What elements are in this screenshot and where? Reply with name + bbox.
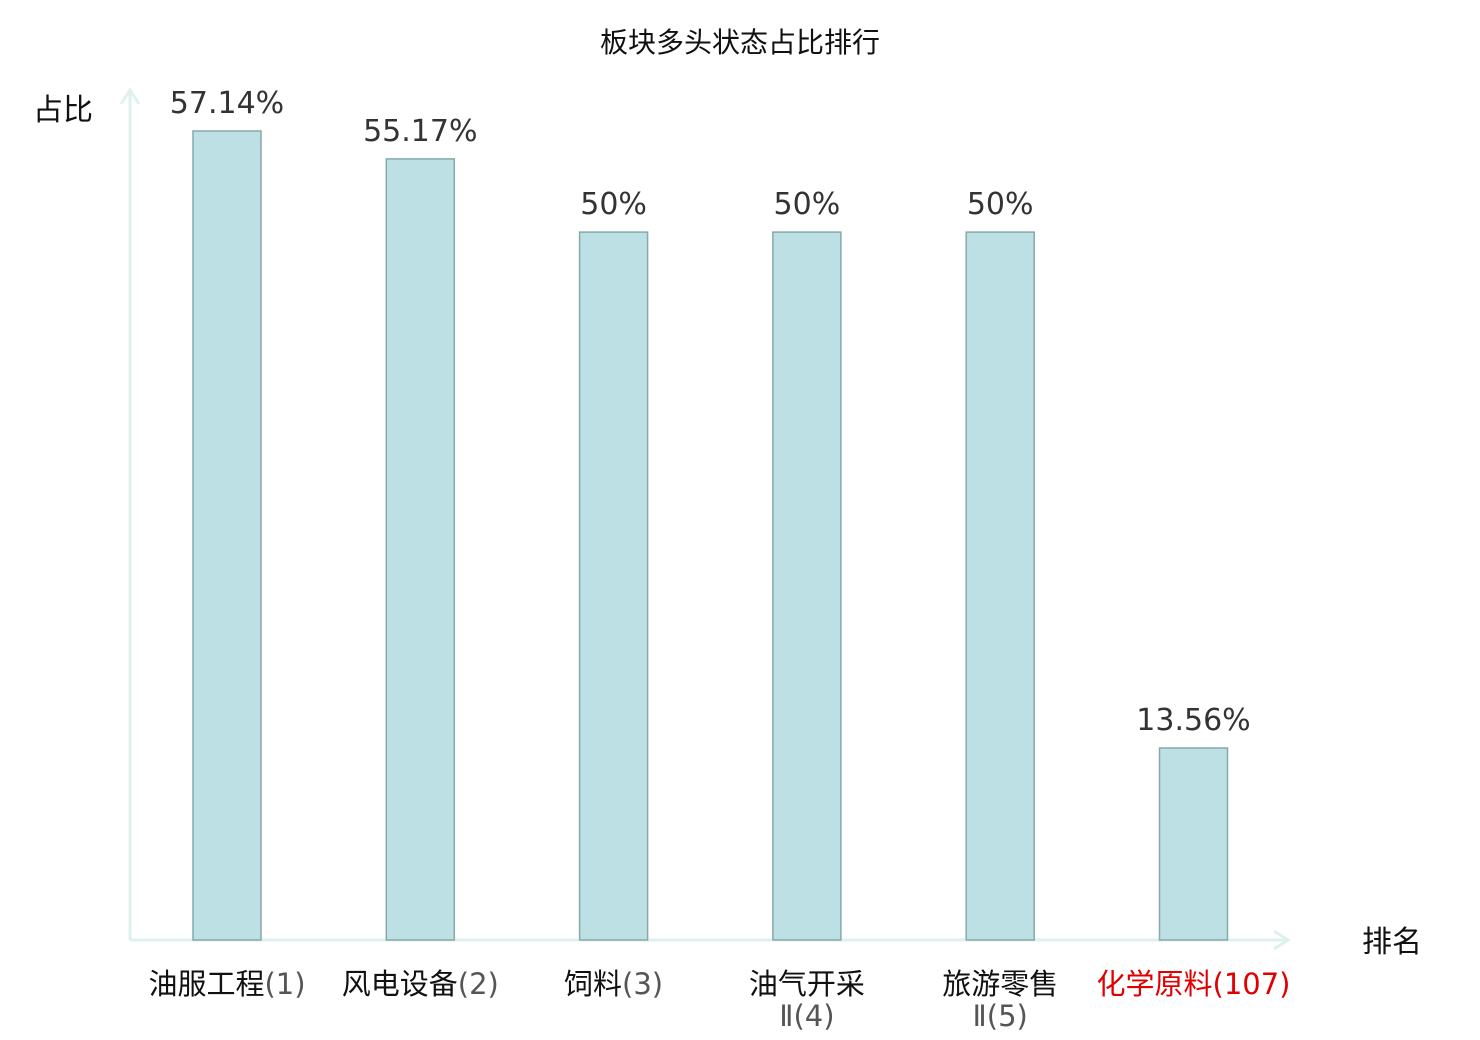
axes <box>119 87 1291 951</box>
category-label: 饲料(3) <box>564 967 663 1001</box>
bar <box>1158 747 1229 941</box>
bar-value-label: 13.56% <box>1136 703 1250 738</box>
bar <box>192 130 262 941</box>
category-name: 饲料 <box>564 967 622 1001</box>
bar-value-label: 57.14% <box>170 86 284 121</box>
category-rank: (3) <box>622 967 663 1001</box>
category-name: 油服工程 <box>148 967 264 1001</box>
bar <box>965 231 1035 941</box>
bar <box>578 231 649 941</box>
bar <box>772 231 842 941</box>
category-label-suffix: Ⅱ <box>779 999 793 1033</box>
bars-group <box>192 130 1229 941</box>
category-label-line2: Ⅱ(5) <box>973 999 1028 1033</box>
bar-value-label: 50% <box>580 187 647 222</box>
value-labels-group: 57.14% 55.17% 50% 50% 50% 13.56% <box>170 86 1251 738</box>
category-rank: (2) <box>458 967 499 1001</box>
y-axis-arrow-icon <box>119 87 141 105</box>
y-axis-label: 占比 <box>33 93 93 128</box>
category-label: 化学原料(107) <box>1097 967 1291 1001</box>
category-labels-group: 油服工程(1) 风电设备(2) 饲料(3) 油气开采Ⅱ(4)旅游零售Ⅱ(5)化学原料(… <box>148 967 1290 1033</box>
category-name: 风电设备 <box>342 967 458 1001</box>
category-label-line2: Ⅱ(4) <box>779 999 834 1033</box>
bar <box>385 158 456 941</box>
category-rank: (4) <box>793 999 834 1033</box>
chart-title: 板块多头状态占比排行 <box>600 26 880 59</box>
x-axis-arrow-icon <box>1273 929 1291 951</box>
category-label: 风电设备(2) <box>342 967 499 1001</box>
category-label: 油服工程(1) <box>148 967 305 1001</box>
bar-value-label: 55.17% <box>363 114 477 149</box>
category-label: 旅游零售 <box>942 967 1058 1001</box>
category-rank: (5) <box>987 999 1028 1033</box>
bar-value-label: 50% <box>774 187 841 222</box>
category-name: 化学原料 <box>1097 967 1213 1001</box>
bar-value-label: 50% <box>967 187 1034 222</box>
category-label: 油气开采 <box>749 967 865 1001</box>
x-axis-label: 排名 <box>1362 925 1422 960</box>
category-rank: (1) <box>264 967 305 1001</box>
category-rank: (107) <box>1213 967 1291 1001</box>
category-label-suffix: Ⅱ <box>973 999 987 1033</box>
